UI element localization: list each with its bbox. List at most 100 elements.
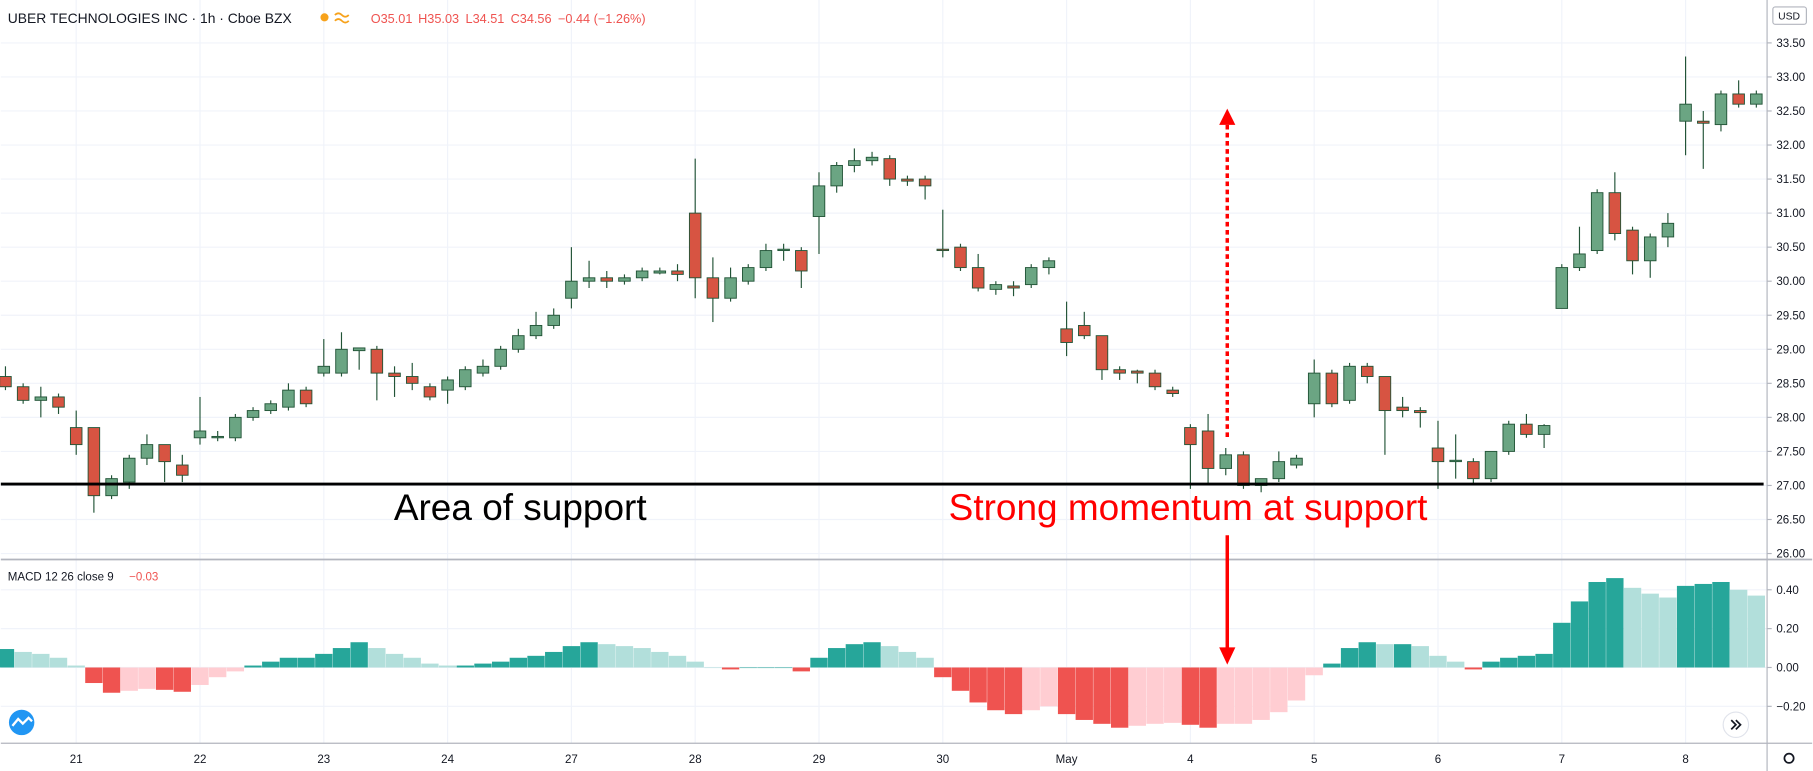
candle-body (1237, 454, 1250, 486)
candle-body (565, 280, 578, 299)
candle-body (1024, 267, 1038, 286)
macd-bar (1712, 581, 1730, 668)
candle-body (1113, 369, 1126, 374)
macd-bar (1146, 667, 1164, 724)
x-tick-label: 5 (1311, 754, 1317, 766)
candle-body (1555, 267, 1569, 309)
logo-glyph (11, 716, 33, 727)
ohlc-low: L34.51 (466, 11, 505, 26)
macd-bar (209, 667, 227, 678)
y-tick-label: 27.50 (1776, 446, 1805, 458)
y-tick-label: 0.40 (1776, 585, 1798, 597)
candle-body (1307, 372, 1321, 405)
candle-body (1449, 459, 1462, 463)
candle-body (582, 277, 596, 282)
candle-body (1396, 406, 1409, 412)
candle-body (954, 246, 967, 269)
macd-bar (686, 661, 704, 668)
macd-bar (385, 653, 404, 668)
candle-body (140, 444, 154, 459)
macd-bar (1181, 667, 1200, 725)
candle-body (830, 164, 843, 187)
macd-bar (456, 665, 474, 668)
macd-bar (262, 661, 280, 668)
candle-body (1078, 324, 1091, 337)
macd-bar (1358, 642, 1376, 668)
y-tick-label: −0.20 (1776, 701, 1805, 713)
x-tick-label: May (1056, 754, 1078, 766)
ohlc-change: −0.44 (−1.26%) (558, 11, 646, 26)
macd-bar (1447, 661, 1465, 668)
sun-icon (320, 13, 329, 22)
candle-body (512, 335, 525, 350)
macd-bar (633, 648, 651, 668)
candle-body (299, 389, 313, 405)
macd-bar (332, 648, 351, 668)
candle-body (1537, 425, 1551, 435)
settings-button[interactable] (1783, 752, 1795, 764)
candle-body (1290, 457, 1303, 466)
y-tick-label: 0.00 (1776, 663, 1798, 675)
candle-body (1272, 461, 1286, 480)
candle-body (459, 369, 472, 388)
macd-title: MACD 12 26 close 9 (8, 571, 114, 583)
macd-bar (421, 663, 439, 668)
y-tick-label: 30.50 (1776, 242, 1805, 254)
candle-body (918, 178, 932, 187)
macd-bar (155, 667, 174, 690)
macd-bar (474, 663, 492, 668)
candle-body (1042, 260, 1056, 269)
macd-bar (1464, 667, 1483, 670)
ohlc-high: H35.03 (418, 11, 459, 26)
macd-bar (580, 642, 598, 668)
macd-bar (527, 655, 545, 668)
macd-bar (1270, 667, 1288, 713)
macd-bar (438, 665, 457, 668)
y-tick-label: 32.00 (1776, 140, 1805, 152)
candle-body (441, 379, 454, 391)
candle-body (724, 277, 737, 299)
macd-bar (1199, 667, 1217, 728)
candle-body (529, 324, 543, 337)
macd-bar (1340, 648, 1359, 668)
candle-body (1697, 120, 1710, 124)
macd-bar (403, 657, 421, 668)
candle-body (1095, 335, 1109, 371)
candle-body (229, 416, 242, 439)
candle-body (971, 267, 985, 289)
x-tick-label: 28 (689, 754, 702, 766)
macd-bar (1588, 581, 1606, 668)
candle-body (423, 386, 437, 398)
macd-bar (1305, 667, 1323, 676)
candle-body (1679, 103, 1692, 122)
candle-body (865, 156, 879, 162)
macd-bar (1482, 661, 1500, 668)
candle-body (635, 270, 649, 279)
y-tick-label: 29.50 (1776, 310, 1805, 322)
y-tick-label: 33.00 (1776, 72, 1805, 84)
ohlc-close: C34.56 (511, 11, 552, 26)
macd-bar (668, 655, 687, 668)
grid (0, 0, 1768, 744)
candle-body (1714, 93, 1728, 126)
macd-bar (757, 667, 775, 669)
macd-bar (828, 648, 846, 668)
candle-body (1201, 430, 1215, 469)
macd-bar (1411, 646, 1429, 668)
macd-bar (810, 657, 828, 668)
ohlc-open: O35.01 (371, 11, 413, 26)
marks (0, 56, 1766, 728)
candle-body (1184, 427, 1197, 446)
macd-bar (244, 665, 262, 668)
macd-bar (1535, 653, 1553, 668)
macd-bar (279, 657, 298, 668)
macd-bar (934, 667, 952, 678)
candle-body (1661, 222, 1675, 238)
arrow-head-up (1219, 108, 1236, 125)
macd-bar (1287, 667, 1306, 701)
candle-body (193, 430, 207, 439)
macd-bar (1376, 644, 1394, 668)
x-tick-label: 29 (813, 754, 826, 766)
macd-bar (1075, 667, 1093, 720)
candle-body (547, 314, 560, 326)
